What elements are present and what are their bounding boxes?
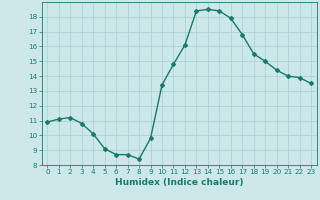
X-axis label: Humidex (Indice chaleur): Humidex (Indice chaleur) xyxy=(115,178,244,187)
